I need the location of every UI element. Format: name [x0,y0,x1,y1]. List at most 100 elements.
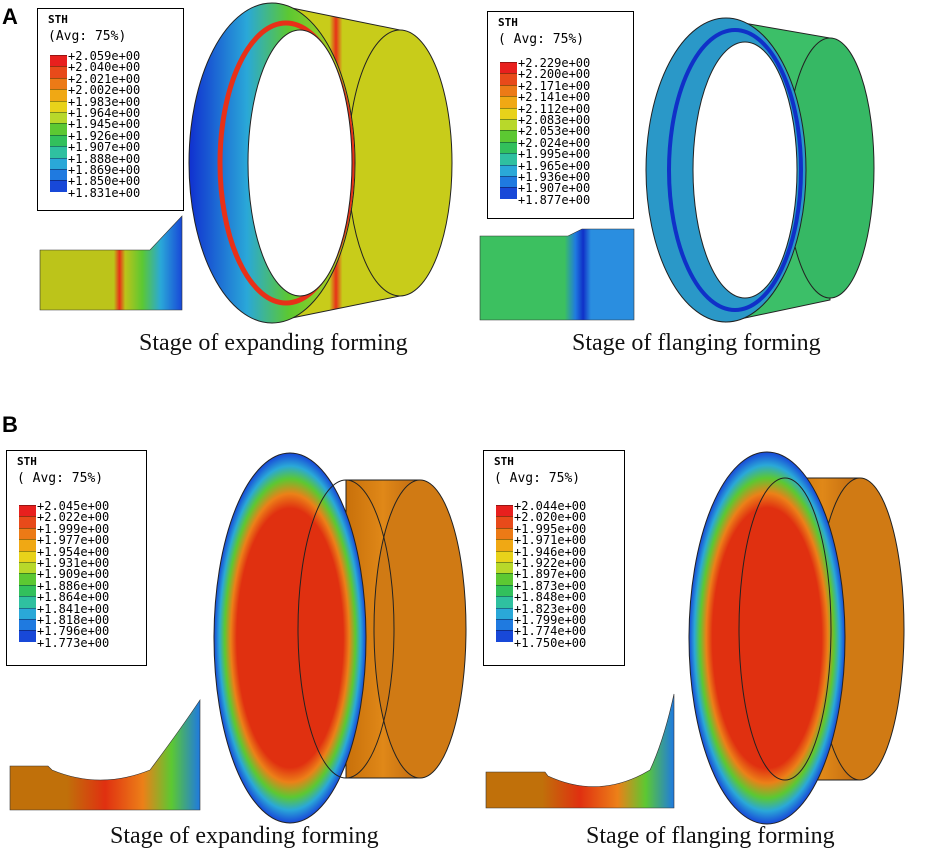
color-band [496,550,513,562]
legend-value: +1.850e+00 [68,174,141,189]
color-band [50,111,67,124]
legend-value: +1.877e+00 [518,192,591,207]
color-band [50,168,67,181]
color-band [496,596,513,608]
color-band [19,516,36,528]
color-band [50,77,67,90]
color-band [50,100,67,112]
profile-b-expanding [9,699,201,811]
color-band [496,561,513,574]
color-band [50,66,67,78]
color-band [500,153,517,165]
color-band [500,107,517,119]
legend-value: +1.907e+00 [518,181,591,196]
color-band [500,164,517,176]
legend-value: +1.931e+00 [37,556,110,570]
color-scale [500,62,517,199]
legend-value: +2.112e+00 [518,101,591,116]
color-band [19,527,36,540]
legend-value: +1.818e+00 [37,613,110,627]
legend-value: +1.926e+00 [68,128,141,143]
legend-avg: (Avg: 75%) [48,29,127,44]
color-scale [19,505,36,642]
color-band [19,596,36,608]
color-band [50,146,67,158]
color-band [500,62,517,74]
legend-value: +1.864e+00 [37,590,110,605]
legend-value: +1.907e+00 [68,140,141,155]
color-band [496,539,513,551]
legend-value: +2.021e+00 [68,71,141,86]
legend-value: +2.059e+00 [68,49,141,63]
legend-value: +1.888e+00 [68,151,141,166]
legend-avg: ( Avg: 75%) [17,471,104,486]
legend-a-flanging: STH ( Avg: 75%) +2.229e+00 +2.200e+00 +2.1… [487,11,634,219]
legend-value: +1.922e+00 [514,556,587,570]
profile-a-expanding [39,215,183,311]
legend-value: +2.024e+00 [518,135,591,150]
legend-value: +1.841e+00 [37,601,110,616]
legend-value: +1.799e+00 [514,613,587,627]
profile-b-flanging [485,693,675,809]
legend-value: +1.848e+00 [514,590,587,605]
legend-value: +1.964e+00 [68,106,141,120]
caption-a-flanging: Stage of flanging forming [572,330,821,356]
legend-avg: ( Avg: 75%) [498,32,585,47]
legend-value: +1.750e+00 [514,635,587,650]
legend-value: +2.171e+00 [518,78,591,93]
color-band [50,123,67,135]
color-band [500,130,517,142]
legend-value: +1.774e+00 [514,624,587,639]
color-band [496,527,513,540]
legend-value: +1.773e+00 [37,635,110,650]
legend-title: STH [17,455,37,468]
color-scale [496,505,513,642]
legend-value: +1.823e+00 [514,601,587,616]
legend-value: +1.999e+00 [37,521,110,536]
panel-label-b: B [2,412,18,437]
legend-value: +2.200e+00 [518,67,591,82]
color-band [500,73,517,85]
color-band [500,187,517,199]
caption-a-expanding: Stage of expanding forming [139,330,408,356]
color-band [19,550,36,562]
profile-a-flanging [479,228,635,321]
legend-avg: ( Avg: 75%) [494,471,581,486]
color-band [19,561,36,574]
legend-value: +2.022e+00 [37,510,110,525]
legend-value: +1.971e+00 [514,533,587,548]
color-band [500,96,517,108]
legend-value: +2.141e+00 [518,90,591,105]
caption-b-flanging: Stage of flanging forming [586,823,835,849]
ring-a-expanding [188,2,453,324]
legend-value: +2.045e+00 [37,499,110,513]
legend-value: +1.897e+00 [514,567,587,582]
legend-value: +1.869e+00 [68,163,141,177]
ring-b-flanging [688,451,905,825]
color-band [500,175,517,188]
color-band [50,180,67,192]
color-band [500,118,517,131]
color-band [496,630,513,642]
legend-title: STH [498,16,518,29]
legend-value: +1.945e+00 [68,117,141,132]
legend-value: +2.083e+00 [518,113,591,127]
color-band [500,141,517,154]
legend-value: +1.909e+00 [37,567,110,582]
color-band [19,607,36,619]
legend-value: +1.886e+00 [37,578,110,593]
caption-b-expanding: Stage of expanding forming [110,823,379,849]
color-band [19,539,36,551]
legend-value: +1.995e+00 [518,147,591,162]
color-band [50,134,67,147]
color-band [19,505,36,517]
legend-title: STH [48,13,68,26]
legend-value: +2.044e+00 [514,499,587,513]
legend-value: +1.995e+00 [514,521,587,536]
legend-value: +1.873e+00 [514,578,587,593]
color-band [496,607,513,619]
legend-b-expanding: STH ( Avg: 75%) +2.045e+00 +2.022e+00 +1.9… [6,450,147,666]
legend-value: +1.831e+00 [68,185,141,200]
legend-a-expanding: STH (Avg: 75%) +2.059e+00 +2.040e+00 +2.02… [37,8,184,211]
